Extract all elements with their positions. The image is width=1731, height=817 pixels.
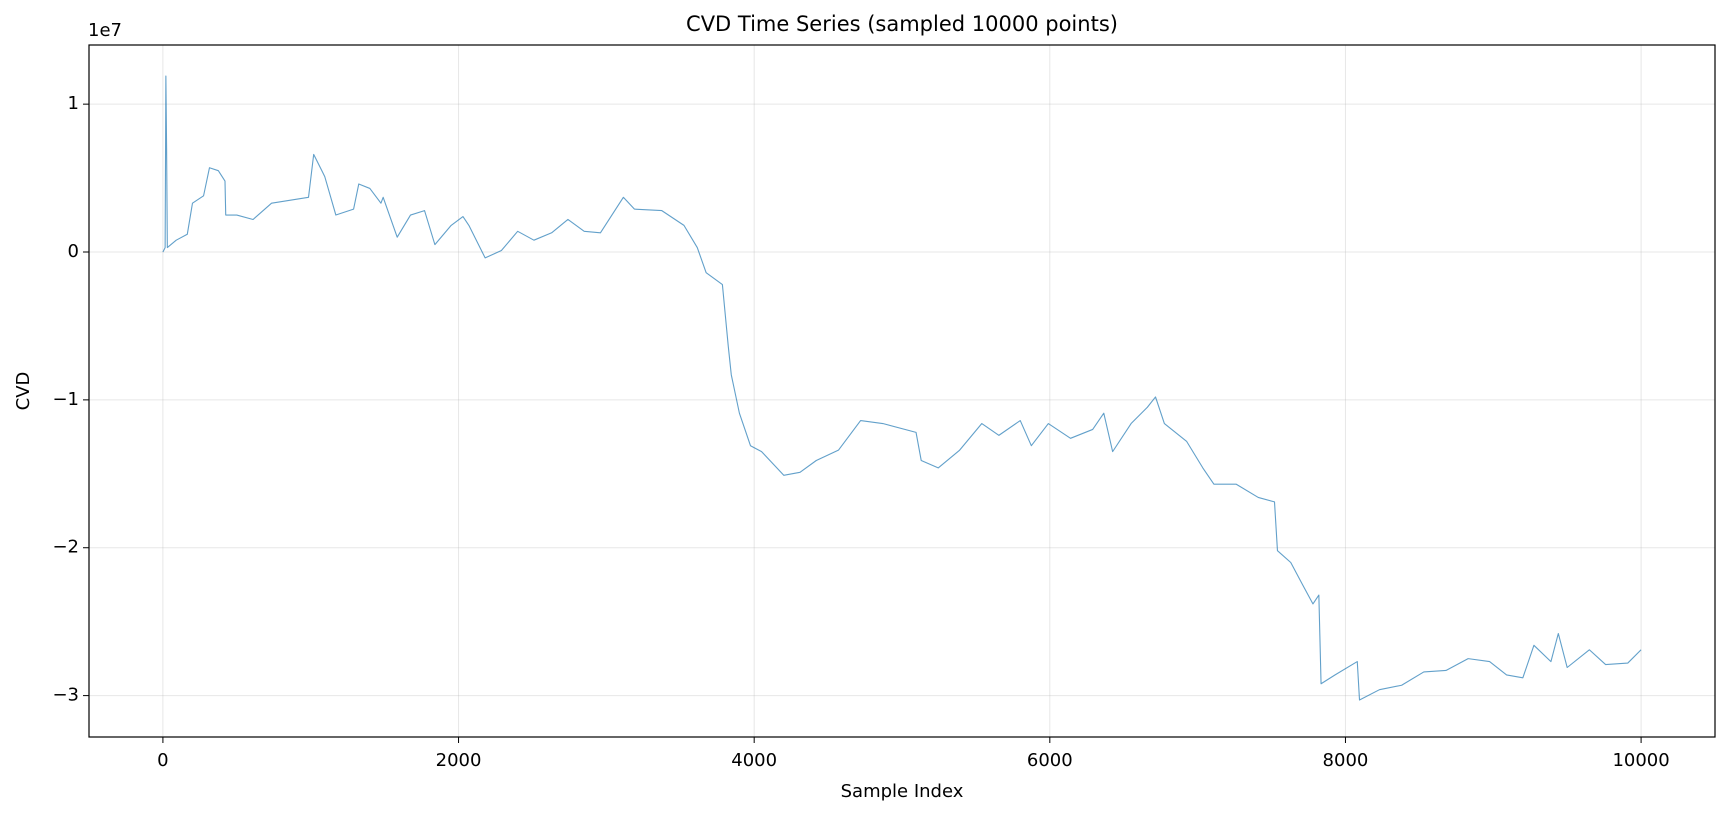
y-axis-label: CVD xyxy=(13,372,34,411)
y-tick-label: −1 xyxy=(52,389,79,410)
x-tick-label: 10000 xyxy=(1612,750,1669,771)
x-axis-label: Sample Index xyxy=(841,781,964,802)
y-tick-label: 1 xyxy=(68,93,79,114)
y-tick-label: −2 xyxy=(52,537,79,558)
x-tick-label: 2000 xyxy=(436,750,482,771)
x-tick-label: 4000 xyxy=(731,750,777,771)
x-tick-label: 8000 xyxy=(1323,750,1369,771)
y-offset-label: 1e7 xyxy=(88,20,122,41)
chart-title: CVD Time Series (sampled 10000 points) xyxy=(686,12,1118,36)
y-tick-label: −3 xyxy=(52,685,79,706)
y-tick-label: 0 xyxy=(68,241,79,262)
x-tick-label: 6000 xyxy=(1027,750,1073,771)
data-line xyxy=(162,75,1642,701)
x-tick-label: 0 xyxy=(157,750,168,771)
plot-frame xyxy=(88,44,1716,738)
